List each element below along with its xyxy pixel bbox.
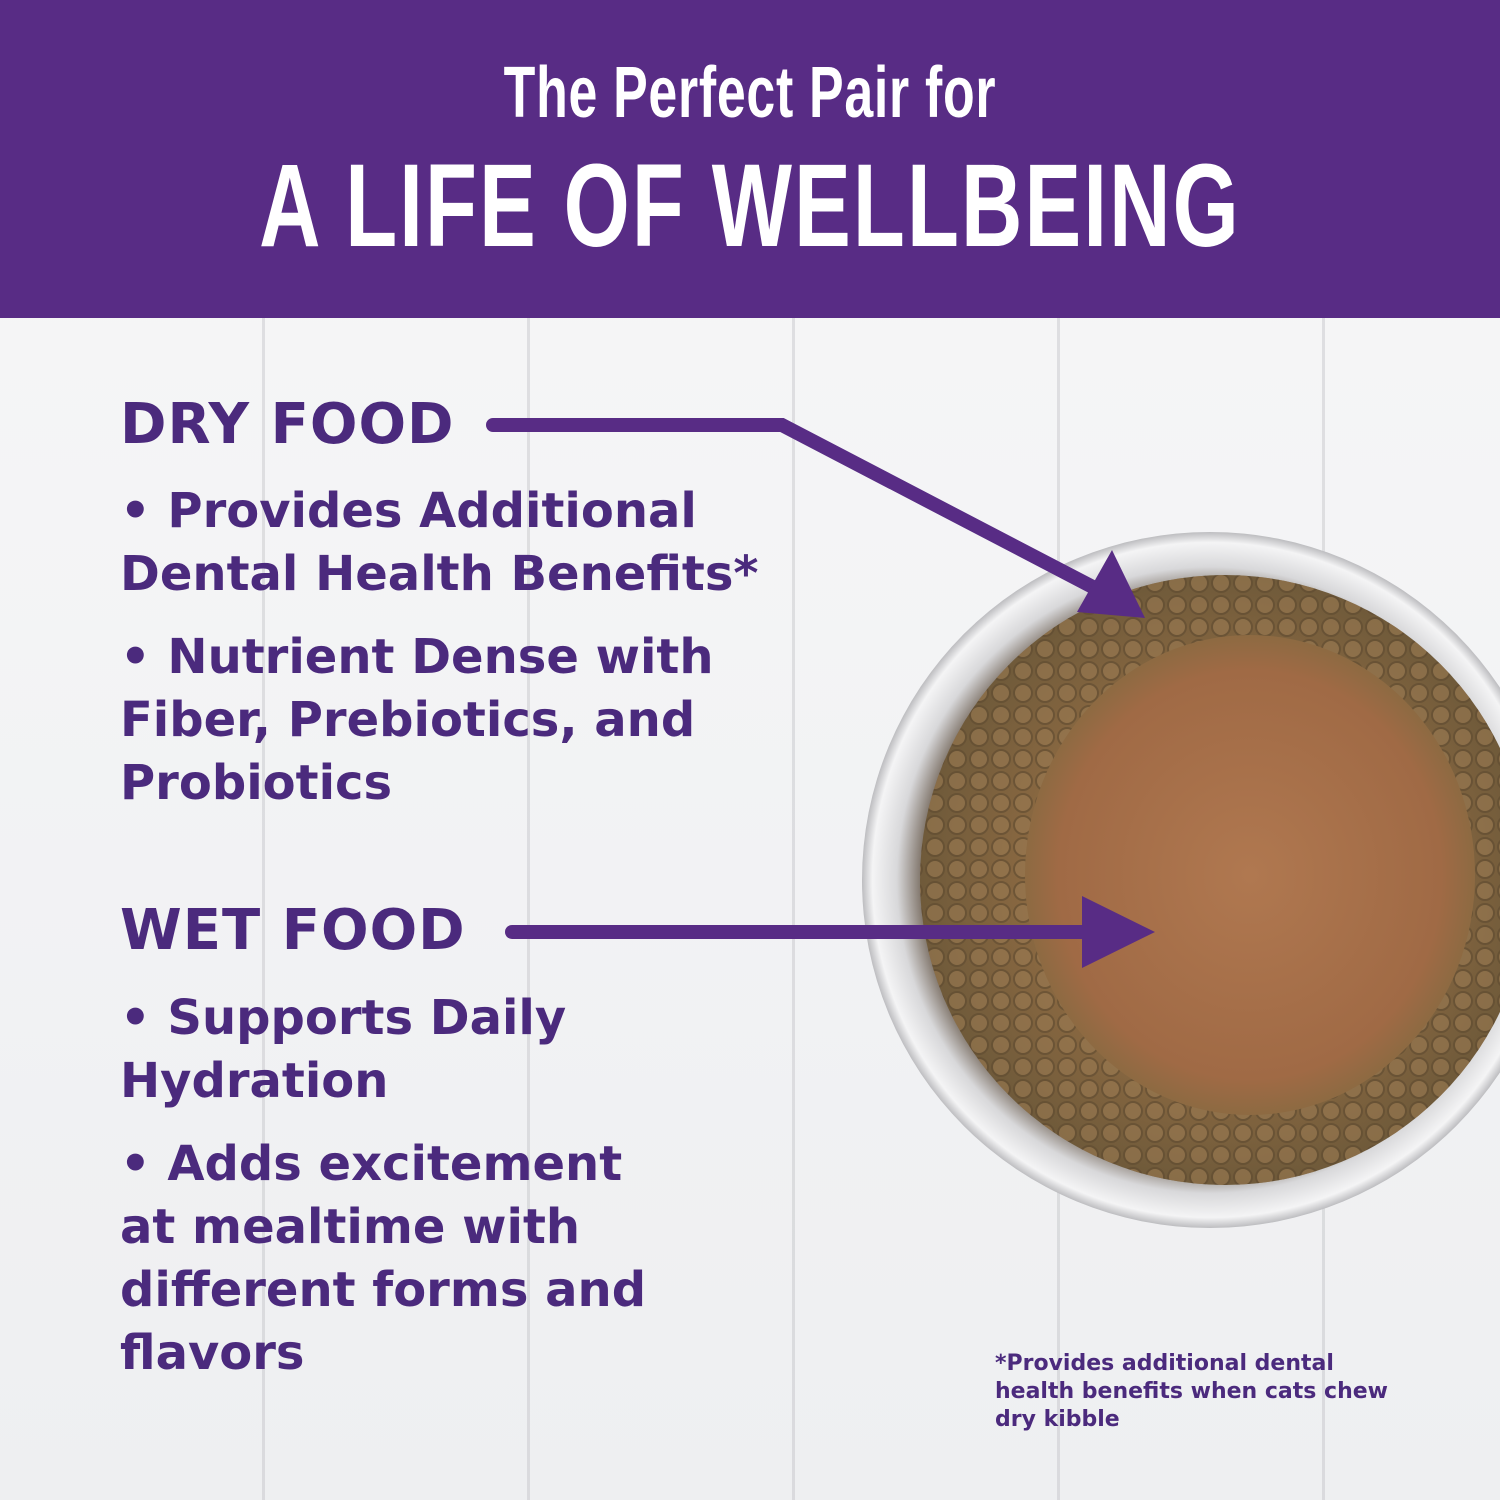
dry-bullet-1: • Provides Additional Dental Health Bene… bbox=[120, 483, 759, 602]
header-banner: The Perfect Pair for A LIFE OF WELLBEING bbox=[0, 0, 1500, 318]
footnote: *Provides additional dental health benef… bbox=[995, 1351, 1388, 1432]
banner-title: A LIFE OF WELLBEING bbox=[259, 140, 1241, 272]
dry-bullet-2: • Nutrient Dense with Fiber, Prebiotics,… bbox=[120, 629, 714, 811]
wet-food bbox=[1025, 635, 1475, 1115]
banner-subtitle: The Perfect Pair for bbox=[503, 53, 997, 133]
wet-food-heading: WET FOOD bbox=[120, 898, 466, 963]
dry-food-heading: DRY FOOD bbox=[120, 392, 455, 457]
dry-food-arrow bbox=[486, 418, 1117, 603]
wet-bullet-2: • Adds excitement at mealtime with diffe… bbox=[120, 1136, 647, 1381]
wet-bullet-1: • Supports Daily Hydration bbox=[120, 990, 567, 1109]
